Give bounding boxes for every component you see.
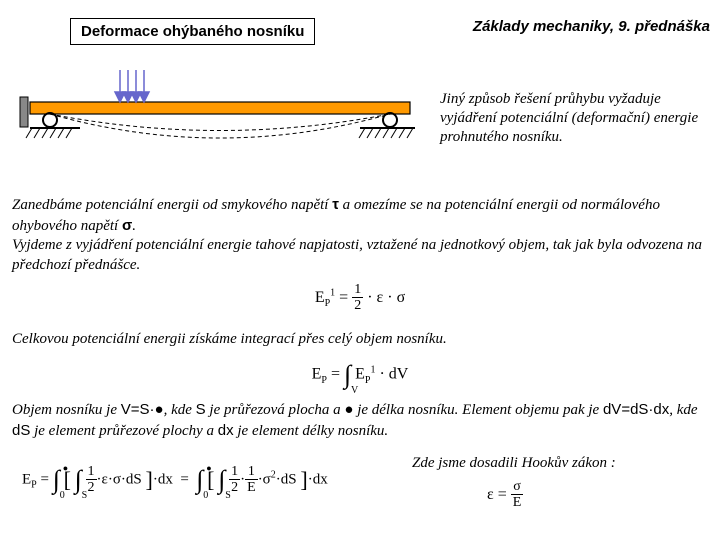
- page-title: Deformace ohýbaného nosníku: [81, 23, 304, 40]
- p3k: je element průřezové plochy a: [30, 423, 217, 439]
- sigma-symbol: σ: [122, 217, 132, 234]
- p3e: je průřezová plocha a: [206, 402, 345, 418]
- p1d: Vyjdeme z vyjádření potenciální energie …: [12, 237, 702, 273]
- p3i: , kde: [669, 402, 697, 418]
- page-subtitle: Základy mechaniky, 9. přednáška: [473, 18, 710, 35]
- p3g: je délka nosníku. Element objemu pak je: [353, 402, 603, 418]
- paragraph-3: Objem nosníku je V=S·●, kde S je průřezo…: [12, 400, 708, 441]
- p2-text: Celkovou potenciální energii získáme int…: [12, 331, 447, 347]
- p1a: Zanedbáme potenciální energii od smykové…: [12, 197, 332, 213]
- p3m: je element délky nosníku.: [234, 423, 389, 439]
- beam-diagram: [10, 62, 430, 172]
- equation-3: EP = ∫●0 [ ∫S 12·ε·σ·dS ]·dx = ∫●0 [ ∫S …: [22, 465, 328, 495]
- p3h: dV=dS·dx: [603, 401, 669, 418]
- p3j: dS: [12, 422, 30, 439]
- tau-symbol: τ: [332, 196, 339, 213]
- p3d: S: [196, 401, 206, 418]
- p3c: , kde: [164, 402, 196, 418]
- equation-4: ε = σE: [487, 480, 523, 510]
- paragraph-1: Zanedbáme potenciální energii od smykové…: [12, 195, 708, 321]
- equation-2: EP = ∫V EP1 · dV: [12, 358, 708, 392]
- equation-1: EP1 = 12 · ε · σ: [12, 283, 708, 313]
- intro-text: Jiný způsob řešení průhybu vyžaduje vyjá…: [440, 90, 710, 146]
- hooke-text: Zde jsme dosadili Hookův zákon :: [412, 455, 616, 472]
- paragraph-2: Celkovou potenciální energii získáme int…: [12, 330, 708, 399]
- p3b: V=S·●: [121, 401, 164, 418]
- p3l: dx: [218, 422, 234, 439]
- p1c: .: [132, 218, 136, 234]
- p3a: Objem nosníku je: [12, 402, 121, 418]
- page-title-box: Deformace ohýbaného nosníku: [70, 18, 315, 45]
